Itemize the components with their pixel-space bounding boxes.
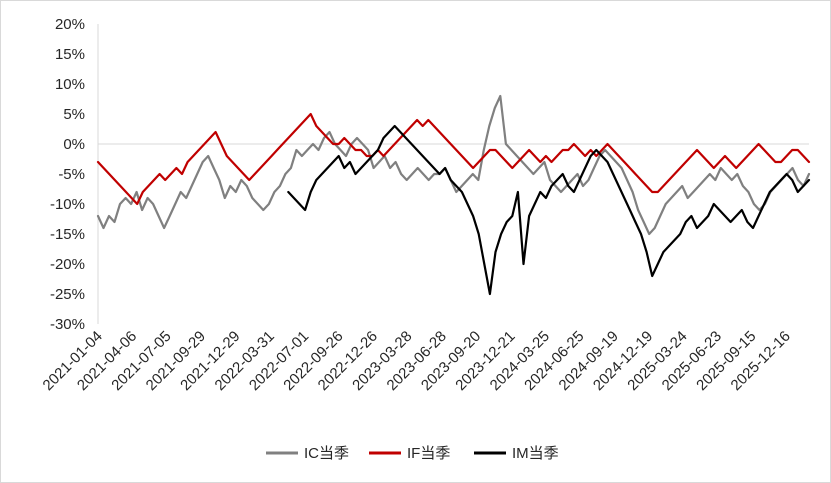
y-tick-label: 0% <box>63 136 85 153</box>
x-axis-tick-labels: 2021-01-042021-04-062021-07-052021-09-29… <box>40 328 794 394</box>
series-line-1 <box>96 94 811 236</box>
legend-label: IM当季 <box>512 445 559 462</box>
y-tick-label: -25% <box>50 286 85 303</box>
legend: IC当季 IF当季 IM当季 <box>266 445 559 462</box>
y-tick-label: 5% <box>63 106 85 123</box>
series-lines <box>96 94 811 296</box>
series-line-3 <box>287 124 811 296</box>
y-tick-label: -5% <box>58 166 85 183</box>
series-line-2 <box>96 112 811 206</box>
legend-label: IC当季 <box>304 445 349 462</box>
y-tick-label: -15% <box>50 226 85 243</box>
y-tick-label: 20% <box>55 16 85 33</box>
y-tick-label: -20% <box>50 256 85 273</box>
legend-label: IF当季 <box>407 445 450 462</box>
y-tick-label: -10% <box>50 196 85 213</box>
y-tick-label: -30% <box>50 316 85 333</box>
y-tick-label: 10% <box>55 76 85 93</box>
y-tick-label: 15% <box>55 46 85 63</box>
y-axis-tick-labels: 20% 15% 10% 5% 0% -5% -10% -15% -20% -25% -30% <box>50 16 85 333</box>
